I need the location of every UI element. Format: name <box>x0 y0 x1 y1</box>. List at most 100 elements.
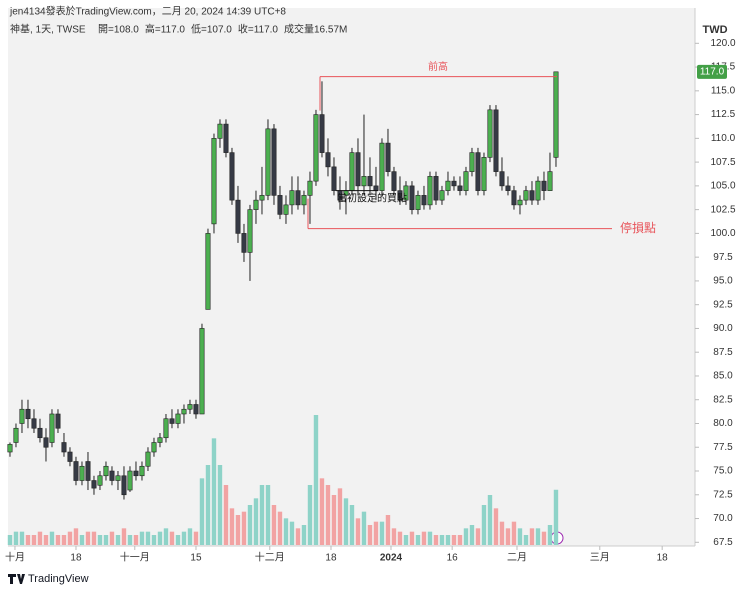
y-tick-label: 105.0 <box>710 181 735 192</box>
candle-body <box>97 475 103 486</box>
candle-body <box>151 442 157 453</box>
volume-bar <box>115 535 121 545</box>
candle-body <box>415 195 421 210</box>
volume-bar <box>391 528 397 545</box>
candle-body <box>445 180 451 191</box>
candle-body <box>289 190 295 206</box>
candle-body <box>283 204 289 215</box>
volume-bar <box>139 531 145 545</box>
volume-bar <box>517 528 523 545</box>
volume-bar <box>319 478 325 545</box>
volume-bar <box>73 528 79 545</box>
candle-body <box>169 418 175 424</box>
volume-bar <box>355 518 361 545</box>
y-tick-label: 112.5 <box>711 109 736 120</box>
candle-body <box>247 209 253 253</box>
volume-bar <box>145 531 151 545</box>
y-tick-label: 82.5 <box>713 394 733 405</box>
volume-bar <box>133 535 139 545</box>
volume-bar <box>97 535 103 545</box>
y-tick-label: 107.5 <box>710 157 735 168</box>
volume-bar <box>451 535 457 545</box>
candle-body <box>307 180 313 196</box>
volume-bar <box>307 485 313 545</box>
price-box-label: 117.0 <box>700 66 725 77</box>
y-tick-label: 120.0 <box>710 38 735 49</box>
volume-bar <box>247 505 253 545</box>
volume-bar <box>541 531 547 545</box>
volume-bar <box>175 535 181 545</box>
volume-bar <box>223 485 229 545</box>
volume-bar <box>535 528 541 545</box>
volume-bar <box>19 531 25 545</box>
candle-body <box>433 176 439 201</box>
candle-body <box>475 152 481 191</box>
candle-body <box>13 427 19 443</box>
candle-body <box>211 138 217 225</box>
volume-bar <box>445 535 451 545</box>
volume-bar <box>379 521 385 545</box>
volume-bar <box>235 515 241 545</box>
volume-bar <box>493 508 499 545</box>
candle-layer <box>7 71 559 500</box>
candle-body <box>391 171 397 191</box>
volume-bar <box>91 531 97 545</box>
y-tick-label: 90.0 <box>713 323 733 334</box>
volume-bar <box>367 525 373 545</box>
candle-body <box>145 451 151 467</box>
volume-bar <box>205 465 211 545</box>
candle-body <box>325 152 331 168</box>
annotation-text: 停損點 <box>620 220 656 235</box>
volume-bar <box>295 528 301 545</box>
volume-bar <box>193 531 199 545</box>
volume-bar <box>475 528 481 545</box>
volume-bar <box>283 518 289 545</box>
candle-body <box>67 451 73 462</box>
volume-bar <box>151 535 157 545</box>
candle-body <box>361 176 367 187</box>
candle-body <box>403 185 409 201</box>
candle-body <box>229 152 235 201</box>
volume-bar <box>511 521 517 545</box>
y-tick-label: 115.0 <box>711 85 736 96</box>
y-tick-label: 67.5 <box>713 537 733 548</box>
volume-bar <box>421 531 427 545</box>
candle-body <box>469 152 475 172</box>
candle-body <box>253 199 259 210</box>
candle-body <box>103 465 109 477</box>
candle-body <box>199 328 205 415</box>
x-tick-label: 2024 <box>380 553 403 564</box>
volume-bar <box>85 531 91 545</box>
x-tick-label: 十月 <box>5 551 25 564</box>
volume-bar <box>337 488 343 545</box>
candle-body <box>91 480 97 489</box>
candle-body <box>529 190 535 201</box>
volume-bar <box>529 528 535 545</box>
candle-body <box>127 470 133 491</box>
candle-body <box>109 470 115 481</box>
candle-body <box>493 109 499 172</box>
candle-body <box>241 233 247 253</box>
candle-body <box>271 128 277 196</box>
volume-bar <box>55 535 61 545</box>
candle-body <box>331 166 337 191</box>
candle-body <box>379 142 385 191</box>
candle-body <box>19 408 25 424</box>
y-tick-label: 70.0 <box>713 513 733 524</box>
volume-bar <box>463 528 469 545</box>
candle-body <box>121 475 127 496</box>
volume-bar <box>49 531 55 545</box>
candle-body <box>463 171 469 191</box>
volume-bar <box>553 489 559 545</box>
candle-body <box>217 123 223 139</box>
volume-bar <box>241 511 247 545</box>
currency: TWD <box>702 24 727 36</box>
volume-bar <box>217 465 223 545</box>
candle-body <box>319 114 325 153</box>
candle-body <box>517 199 523 206</box>
volume-bar <box>505 528 511 545</box>
price-box <box>697 64 727 79</box>
candle-body <box>523 190 529 201</box>
volume-bar <box>253 498 259 545</box>
